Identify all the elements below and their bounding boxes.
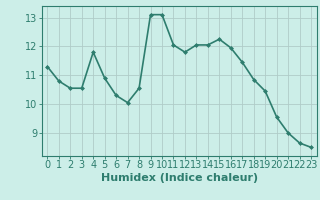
X-axis label: Humidex (Indice chaleur): Humidex (Indice chaleur) <box>100 173 258 183</box>
